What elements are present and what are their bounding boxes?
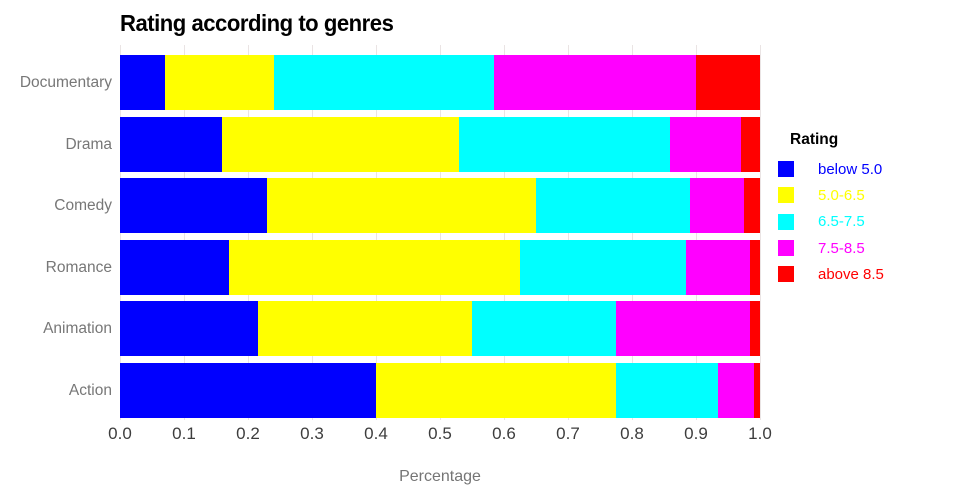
y-axis-label-comedy: Comedy: [54, 197, 112, 215]
x-axis-title: Percentage: [399, 468, 481, 485]
segment-comedy-5-0-6-5: [267, 178, 536, 234]
segment-romance-below-5-0: [120, 239, 229, 295]
legend-items: below 5.0 5.0-6.5 6.5-7.5 7.5-8.5 above 8.5: [778, 156, 884, 287]
x-tick-label-0.9: 0.9: [684, 424, 708, 443]
legend-title: Rating: [790, 131, 839, 148]
segment-drama-5-0-6-5: [222, 116, 460, 172]
segment-comedy-below-5-0: [120, 178, 268, 234]
segment-romance-7-5-8-5: [686, 239, 751, 295]
x-tick-label-0.1: 0.1: [172, 424, 196, 443]
bar-row-comedy: [120, 178, 760, 234]
legend-entry-above-8-5: above 8.5: [778, 261, 884, 287]
x-tick-label-0.2: 0.2: [236, 424, 260, 443]
y-axis-label-documentary: Documentary: [19, 74, 112, 91]
legend-label-below-5-0: below 5.0: [818, 160, 883, 178]
segment-action-above-8-5: [753, 363, 760, 418]
segment-drama-6-5-7-5: [459, 116, 671, 172]
bar-row-action: [120, 363, 760, 418]
segment-documentary-below-5-0: [120, 55, 165, 110]
segment-action-7-5-8-5: [718, 363, 754, 418]
segment-documentary-5-0-6-5: [164, 55, 274, 110]
segment-drama-above-8-5: [740, 116, 760, 172]
legend-label-6-5-7-5: 6.5-7.5: [818, 213, 865, 231]
segment-comedy-7-5-8-5: [689, 178, 744, 234]
x-tick-label-0.6: 0.6: [492, 424, 516, 443]
x-tick-label-0.8: 0.8: [620, 424, 644, 443]
segment-romance-above-8-5: [750, 239, 760, 295]
segment-romance-6-5-7-5: [519, 239, 687, 295]
bar-row-drama: [120, 116, 760, 172]
segment-drama-7-5-8-5: [670, 116, 741, 172]
x-tick-label-1.0: 1.0: [748, 424, 772, 443]
legend-entry-6-5-7-5: 6.5-7.5: [778, 209, 884, 235]
bar-row-documentary: [120, 55, 760, 110]
segment-action-6-5-7-5: [616, 363, 719, 418]
segment-drama-below-5-0: [120, 116, 223, 172]
x-tick-label-0.4: 0.4: [364, 424, 388, 443]
legend-label-7-5-8-5: 7.5-8.5: [818, 239, 865, 257]
legend-entry-5-0-6-5: 5.0-6.5: [778, 182, 884, 208]
segment-animation-below-5-0: [120, 301, 258, 357]
bar-row-animation: [120, 301, 760, 357]
legend-entry-below-5-0: below 5.0: [778, 156, 884, 182]
legend-swatch-5-0-6-5: [778, 187, 794, 204]
segment-documentary-above-8-5: [695, 55, 760, 110]
segment-comedy-above-8-5: [743, 178, 760, 234]
segment-animation-above-8-5: [750, 301, 760, 357]
segment-documentary-7-5-8-5: [494, 55, 696, 110]
legend-entry-7-5-8-5: 7.5-8.5: [778, 235, 884, 261]
legend-label-5-0-6-5: 5.0-6.5: [818, 186, 865, 204]
legend-swatch-7-5-8-5: [778, 240, 794, 257]
x-tick-label-0.7: 0.7: [556, 424, 580, 443]
x-tick-label-0.5: 0.5: [428, 424, 452, 443]
legend-swatch-below-5-0: [778, 161, 794, 178]
y-axis-label-drama: Drama: [65, 135, 112, 153]
segment-comedy-6-5-7-5: [535, 178, 690, 234]
plot-area: [119, 45, 761, 420]
legend-swatch-above-8-5: [778, 266, 794, 283]
legend-swatch-6-5-7-5: [778, 213, 794, 230]
segment-animation-6-5-7-5: [471, 301, 616, 357]
y-axis-label-action: Action: [68, 382, 112, 399]
gridline-1.0: [759, 45, 761, 420]
y-axis-label-romance: Romance: [45, 258, 112, 276]
segment-documentary-6-5-7-5: [273, 55, 495, 110]
legend-label-above-8-5: above 8.5: [818, 265, 884, 283]
y-axis-label-animation: Animation: [43, 320, 112, 338]
segment-romance-5-0-6-5: [228, 239, 520, 295]
segment-action-5-0-6-5: [376, 363, 616, 418]
bar-row-romance: [120, 239, 760, 295]
x-tick-label-0.0: 0.0: [108, 424, 132, 443]
legend: Rating below 5.0 5.0-6.5 6.5-7.5 7.5-8.5 abo…: [778, 131, 884, 287]
segment-animation-5-0-6-5: [257, 301, 472, 357]
segment-action-below-5-0: [120, 363, 376, 418]
segment-animation-7-5-8-5: [615, 301, 751, 357]
chart-title: Rating according to genres: [120, 10, 394, 36]
x-tick-label-0.3: 0.3: [300, 424, 324, 443]
